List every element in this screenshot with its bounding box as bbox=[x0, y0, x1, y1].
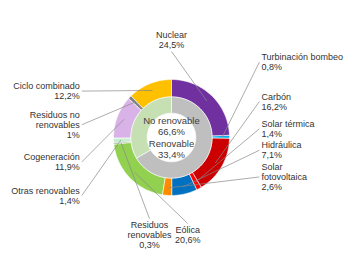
svg-text:Residuosrenovables0,3%: Residuosrenovables0,3% bbox=[127, 220, 172, 250]
svg-text:Otras renovables1,4%: Otras renovables1,4% bbox=[11, 186, 80, 206]
svg-text:Residuos norenovables1%: Residuos norenovables1% bbox=[30, 110, 81, 140]
svg-text:Hidráulica7,1%: Hidráulica7,1% bbox=[261, 140, 301, 160]
svg-text:Nuclear24,5%: Nuclear24,5% bbox=[156, 30, 187, 50]
svg-text:Carbón16,2%: Carbón16,2% bbox=[261, 92, 291, 112]
svg-text:Turbinación bombeo0,8%: Turbinación bombeo0,8% bbox=[261, 52, 343, 72]
svg-text:Solarfotovoltaica2,6%: Solarfotovoltaica2,6% bbox=[261, 162, 307, 192]
svg-text:Cogeneración11,9%: Cogeneración11,9% bbox=[24, 152, 80, 172]
svg-text:Eólica20,6%: Eólica20,6% bbox=[175, 225, 201, 245]
svg-text:Solar térmica1,4%: Solar térmica1,4% bbox=[261, 119, 314, 139]
svg-text:Ciclo combinado12,2%: Ciclo combinado12,2% bbox=[13, 81, 80, 101]
svg-text:Renovable33,4%: Renovable33,4% bbox=[149, 138, 194, 160]
svg-text:No renovable66,6%: No renovable66,6% bbox=[143, 115, 200, 137]
